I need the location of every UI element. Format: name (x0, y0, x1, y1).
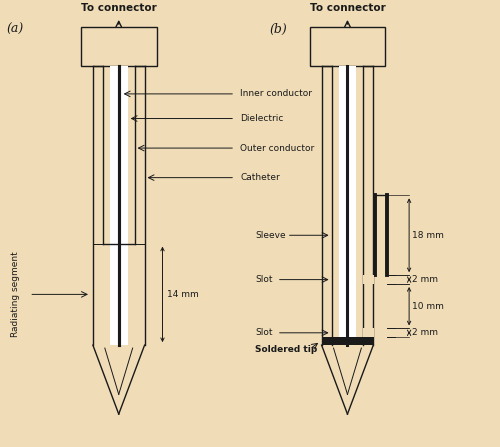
Text: 14 mm: 14 mm (168, 290, 199, 299)
Text: Sleeve: Sleeve (255, 231, 286, 240)
Text: Catheter: Catheter (240, 173, 280, 182)
Text: Radiating segment: Radiating segment (11, 252, 20, 337)
Text: Outer conductor: Outer conductor (240, 143, 314, 152)
Text: Slot: Slot (255, 275, 272, 284)
Bar (310, 27, 385, 66)
Bar (322, 337, 374, 345)
Bar (364, 275, 374, 284)
Text: 10 mm: 10 mm (412, 302, 444, 311)
Text: (b): (b) (270, 23, 287, 36)
Text: To connector: To connector (81, 3, 156, 13)
Text: (a): (a) (6, 23, 24, 36)
Text: 2 mm: 2 mm (412, 328, 438, 337)
Text: Dielectric: Dielectric (240, 114, 284, 123)
Text: 2 mm: 2 mm (412, 275, 438, 284)
Bar (364, 329, 374, 337)
Text: 18 mm: 18 mm (412, 231, 444, 240)
Bar (110, 66, 128, 345)
Text: Inner conductor: Inner conductor (240, 89, 312, 98)
Text: Soldered tip: Soldered tip (255, 345, 317, 354)
Text: Slot: Slot (255, 328, 272, 337)
Bar (338, 66, 356, 345)
Bar (81, 27, 156, 66)
Text: To connector: To connector (310, 3, 386, 13)
